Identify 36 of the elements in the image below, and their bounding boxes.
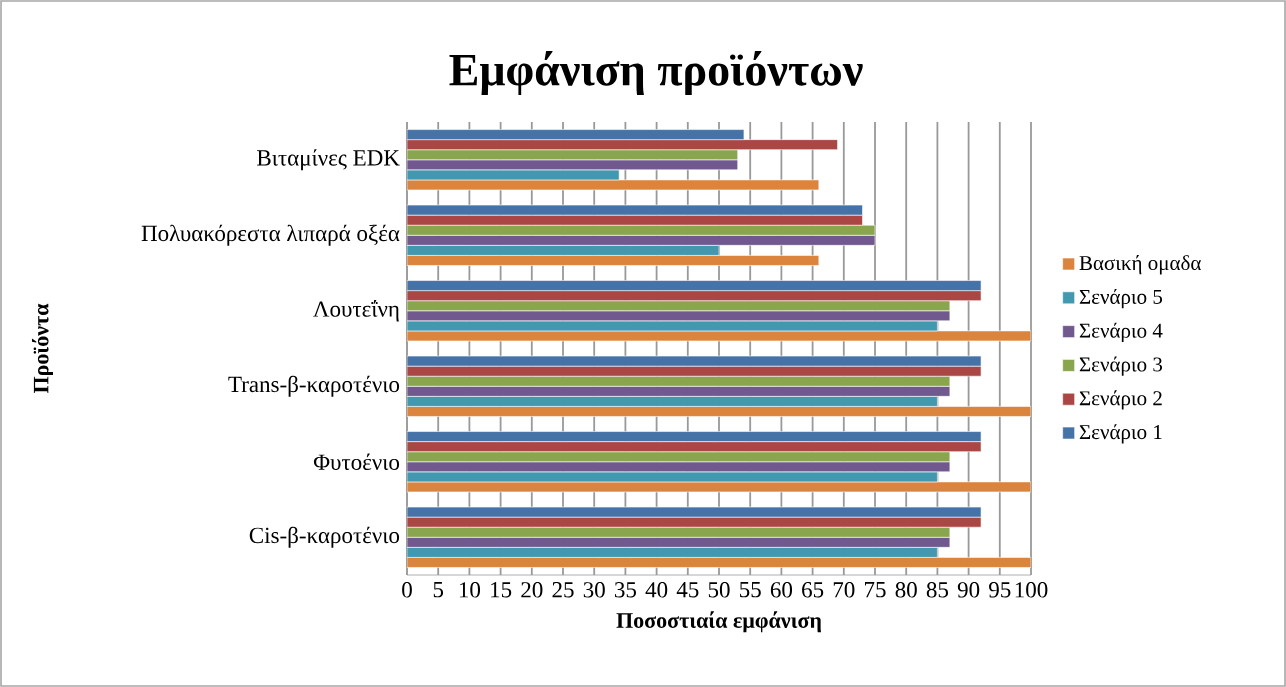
x-tick-label: 100 [1015, 582, 1048, 598]
legend-label: Σενάριο 4 [1079, 322, 1163, 342]
x-axis-title: Ποσοστιαία εμφάνιση [616, 611, 821, 633]
y-tick-label: Βιταμίνες EDK [257, 149, 400, 171]
y-tick-label: Λουτεΐνη [313, 300, 399, 322]
x-tick-label: 15 [491, 582, 512, 598]
x-tick-label: 20 [521, 582, 543, 598]
x-tick-label: 55 [740, 582, 761, 598]
x-tick-label: 40 [645, 582, 668, 598]
x-tick-label: 95 [989, 582, 1011, 598]
x-tick-label: 25 [552, 582, 574, 598]
x-tick-label: 80 [895, 582, 917, 598]
legend-label: Σενάριο 1 [1079, 424, 1162, 444]
x-tick-label: 60 [770, 582, 793, 598]
x-tick-label: 10 [459, 582, 481, 598]
x-tick-label: 75 [865, 582, 886, 598]
legend-label: Σενάριο 3 [1079, 356, 1163, 376]
x-tick-label: 30 [583, 582, 605, 598]
x-tick-label: 90 [957, 582, 980, 598]
x-tick-label: 5 [433, 582, 444, 598]
x-tick-label: 0 [402, 582, 412, 598]
x-tick-label: 35 [615, 582, 636, 598]
x-tick-label: 45 [676, 582, 699, 598]
y-tick-label: Cis-β-καροτένιο [249, 526, 400, 548]
legend-label: Σενάριο 5 [1079, 288, 1163, 309]
y-axis-title: Προϊόντα [31, 303, 53, 394]
legend-label: Βασική ομαδα [1079, 255, 1201, 275]
x-tick-label: 50 [708, 582, 730, 598]
x-tick-label: 70 [833, 582, 855, 598]
x-tick-label: 85 [926, 582, 948, 598]
legend-label: Σενάριο 2 [1079, 390, 1162, 410]
y-tick-label: Trans-β-καροτένιο [228, 375, 400, 397]
y-tick-label: Πολυακόρεστα λιπαρά οξέα [141, 224, 400, 246]
x-tick-label: 65 [802, 582, 824, 598]
chart-title: Εμφάνιση προϊόντων [449, 51, 863, 95]
y-tick-label: Φυτοένιο [313, 453, 400, 470]
